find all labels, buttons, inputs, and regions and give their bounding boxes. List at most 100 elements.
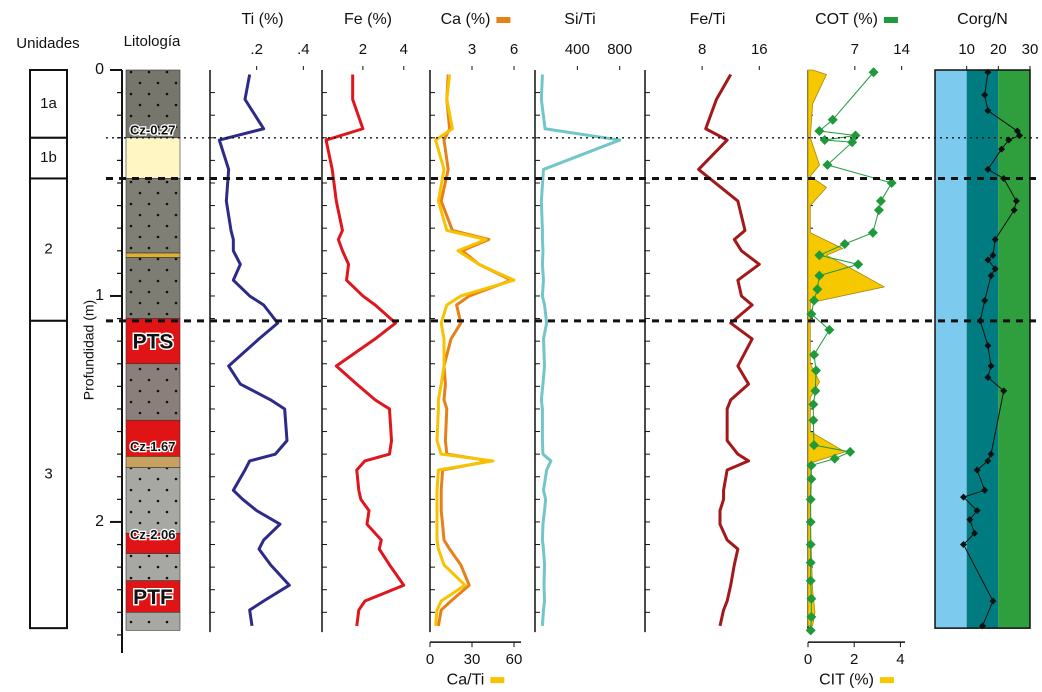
x-tick-label: 10 (958, 41, 975, 58)
series-name: Ca/Ti (447, 671, 485, 688)
marker (984, 256, 992, 264)
background-band (935, 70, 967, 629)
series-name: Fe/Ti (690, 11, 726, 28)
marker (875, 196, 886, 207)
sample-label: Cz-1.67 (130, 439, 176, 454)
marker (984, 68, 992, 76)
marker (991, 235, 999, 243)
sample-label: Cz-2.06 (130, 527, 176, 542)
marker (971, 529, 979, 537)
marker (809, 349, 820, 360)
line (810, 71, 893, 631)
marker (886, 177, 897, 188)
series-name: CIT (%) (819, 671, 874, 688)
marker (806, 611, 817, 622)
line (324, 74, 406, 627)
marker (973, 466, 981, 474)
x2-tick-label: 0 (426, 651, 434, 668)
lithology-label: PTS (133, 331, 174, 354)
marker (998, 145, 1005, 153)
marker (984, 457, 992, 465)
marker (827, 114, 838, 125)
marker (989, 597, 997, 605)
x2-tick-label: 2 (850, 651, 858, 668)
lithology-dots (126, 257, 180, 319)
x-tick-label: .4 (297, 41, 310, 58)
marker (991, 265, 999, 273)
line (539, 74, 622, 626)
series-name: Ti (%) (241, 11, 283, 28)
marker (984, 107, 992, 115)
marker (814, 270, 825, 281)
marker (809, 440, 820, 451)
x-tick-label: 6 (510, 41, 518, 58)
series-name: Fe (%) (344, 11, 392, 28)
line (436, 74, 513, 627)
marker (839, 238, 850, 249)
lithology-dots (126, 467, 180, 534)
x-tick-label: 2 (359, 41, 367, 58)
legend-swatch (879, 677, 894, 684)
marker (845, 446, 856, 457)
lithology-layer (125, 580, 181, 613)
marker (829, 453, 840, 464)
lithology-layer (125, 419, 181, 457)
x-tick-label: 30 (1022, 41, 1039, 58)
sample-label: Cz-0.27 (130, 122, 176, 137)
unit-label: 3 (44, 465, 52, 482)
unit-box (29, 319, 68, 630)
marker (981, 91, 989, 99)
marker (984, 165, 992, 173)
series-name: COT (%) (815, 11, 878, 28)
x-tick-label: 16 (751, 41, 768, 58)
lithology-dots (126, 363, 180, 421)
marker (814, 126, 825, 137)
marker (1010, 206, 1018, 214)
marker (989, 251, 997, 259)
marker (824, 324, 835, 335)
marker (853, 259, 864, 270)
lithology-title: Litología (124, 33, 181, 50)
marker (966, 516, 974, 524)
legend-swatch (883, 17, 898, 23)
x2-tick-label: 0 (804, 651, 812, 668)
series-name: Corg/N (957, 11, 1008, 28)
lithology-dots (126, 612, 180, 631)
legend-swatch (490, 677, 505, 684)
marker (805, 494, 816, 505)
marker (819, 135, 830, 146)
line (217, 74, 291, 627)
lithology-label: PTF (133, 586, 173, 609)
marker (805, 625, 816, 636)
marker (981, 486, 989, 494)
lithology-layer (125, 137, 181, 179)
lithology-layer (125, 318, 181, 365)
marker (984, 373, 992, 381)
marker (987, 450, 995, 458)
marker (812, 284, 823, 295)
marker (1012, 197, 1020, 205)
marker (806, 460, 817, 471)
marker (987, 362, 995, 370)
lithology-dots (126, 70, 180, 138)
marker (808, 415, 819, 426)
marker (822, 159, 833, 170)
y-tick-label: 0 (95, 61, 104, 78)
y-axis-label: Profundidad (m) (81, 300, 97, 400)
lithology-dots (126, 553, 180, 581)
area (807, 69, 886, 627)
marker (987, 272, 995, 280)
marker (960, 493, 967, 501)
legend-swatch (496, 17, 511, 23)
x-tick-label: 400 (565, 41, 590, 58)
marker (973, 507, 981, 515)
series-name: Si/Ti (564, 11, 595, 28)
marker (979, 622, 986, 630)
background-band (966, 70, 999, 629)
marker (814, 250, 825, 261)
series-name: Ca (%) (441, 11, 491, 28)
marker (806, 309, 817, 320)
line (434, 74, 516, 627)
x-tick-label: 8 (698, 41, 706, 58)
